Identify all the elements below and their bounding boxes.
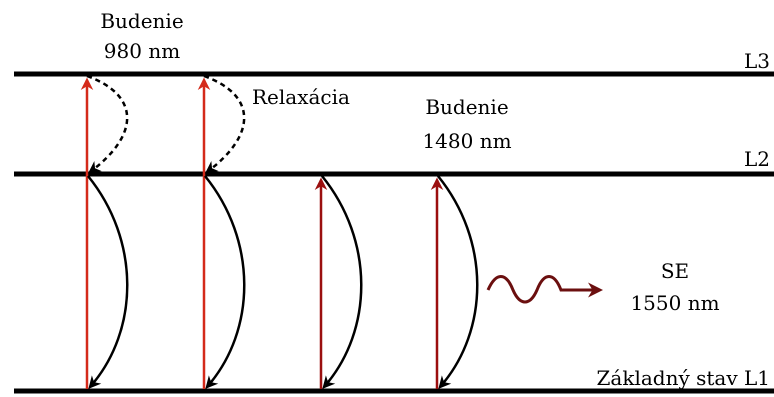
relaxation-arrow-2: [204, 76, 244, 172]
emission-arrow-3: [322, 176, 361, 387]
excitation-1480-label-line2: 1480 nm: [422, 129, 511, 153]
relaxation-label: Relaxácia: [252, 85, 350, 109]
level-l1-label: Základný stav L1: [597, 366, 771, 390]
excitation-980-label-line1: Budenie: [100, 9, 183, 33]
excitation-980-label-line2: 980 nm: [104, 39, 180, 63]
emission-arrow-1: [88, 176, 127, 387]
level-l3-label: L3: [744, 49, 770, 73]
se-label-line2: 1550 nm: [630, 291, 719, 315]
level-l2-label: L2: [744, 147, 770, 171]
emission-arrow-2: [205, 176, 244, 387]
excitation-1480-label-line1: Budenie: [425, 95, 508, 119]
relaxation-arrow-1: [87, 76, 127, 172]
photon-wave-arrow: [488, 277, 600, 303]
emission-arrow-4: [438, 176, 477, 387]
se-label-line1: SE: [661, 259, 689, 283]
